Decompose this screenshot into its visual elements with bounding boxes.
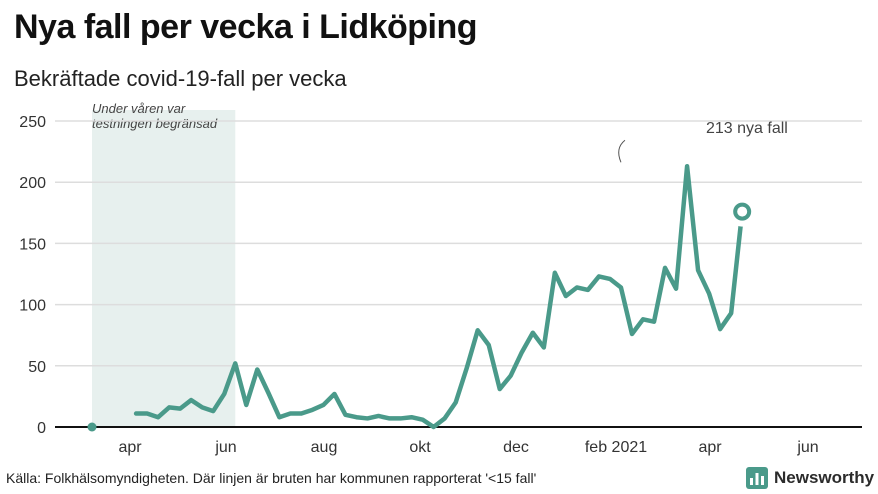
newsworthy-logo: Newsworthy bbox=[746, 467, 874, 489]
x-tick-label: okt bbox=[409, 439, 431, 456]
x-tick-label: jun bbox=[214, 439, 236, 456]
gridlines bbox=[55, 120, 862, 428]
chart-subtitle: Bekräftade covid-19-fall per vecka bbox=[14, 66, 347, 91]
annotation-label: 213 nya fall bbox=[706, 120, 788, 137]
series-line bbox=[133, 164, 745, 430]
chart-title: Nya fall per vecka i Lidköping bbox=[14, 8, 478, 46]
y-tick-label: 150 bbox=[19, 236, 46, 253]
y-tick-label: 200 bbox=[19, 175, 46, 192]
y-tick-label: 0 bbox=[37, 420, 46, 437]
y-axis-ticks: 0 50 100 150 200 250 bbox=[19, 114, 46, 437]
x-tick-label: jun bbox=[796, 439, 818, 456]
source-note: Källa: Folkhälsomyndigheten. Där linjen … bbox=[6, 470, 537, 486]
bar-chart-logo-icon bbox=[746, 467, 768, 489]
x-tick-label: aug bbox=[311, 439, 338, 456]
x-tick-label: apr bbox=[698, 439, 722, 456]
x-tick-label: apr bbox=[118, 439, 142, 456]
x-axis-ticks: apr jun aug okt dec feb 2021 apr jun bbox=[118, 439, 818, 456]
limited-testing-region bbox=[92, 110, 236, 427]
shaded-region-label-line-1: Under våren var bbox=[92, 101, 186, 116]
x-tick-label: dec bbox=[503, 439, 529, 456]
peak-annotation: 213 nya fall bbox=[618, 120, 788, 163]
last-point-halo bbox=[727, 196, 758, 227]
data-point bbox=[87, 422, 97, 432]
shaded-region-label-line-2: testningen begränsad bbox=[92, 116, 218, 131]
logo-text: Newsworthy bbox=[774, 468, 875, 487]
annotation-leader-line bbox=[618, 139, 626, 163]
last-point-marker bbox=[733, 202, 752, 221]
x-tick-label: feb 2021 bbox=[585, 439, 647, 456]
markers bbox=[87, 196, 758, 432]
y-tick-label: 250 bbox=[19, 114, 46, 131]
series-segment bbox=[133, 164, 745, 430]
y-tick-label: 100 bbox=[19, 298, 46, 315]
y-tick-label: 50 bbox=[28, 359, 46, 376]
